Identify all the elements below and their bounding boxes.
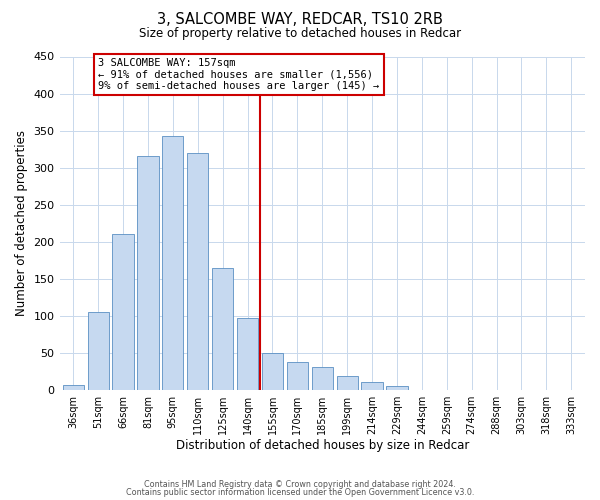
Text: Size of property relative to detached houses in Redcar: Size of property relative to detached ho… — [139, 28, 461, 40]
Bar — [386, 386, 407, 390]
Bar — [287, 362, 308, 390]
Bar — [88, 312, 109, 390]
Bar — [337, 376, 358, 390]
Bar — [187, 153, 208, 390]
Text: Contains HM Land Registry data © Crown copyright and database right 2024.: Contains HM Land Registry data © Crown c… — [144, 480, 456, 489]
Bar — [262, 352, 283, 390]
Bar — [361, 382, 383, 390]
X-axis label: Distribution of detached houses by size in Redcar: Distribution of detached houses by size … — [176, 440, 469, 452]
Bar — [311, 368, 333, 390]
Text: 3, SALCOMBE WAY, REDCAR, TS10 2RB: 3, SALCOMBE WAY, REDCAR, TS10 2RB — [157, 12, 443, 28]
Bar — [112, 234, 134, 390]
Bar — [237, 318, 258, 390]
Y-axis label: Number of detached properties: Number of detached properties — [15, 130, 28, 316]
Bar — [212, 268, 233, 390]
Text: 3 SALCOMBE WAY: 157sqm
← 91% of detached houses are smaller (1,556)
9% of semi-d: 3 SALCOMBE WAY: 157sqm ← 91% of detached… — [98, 58, 379, 91]
Text: Contains public sector information licensed under the Open Government Licence v3: Contains public sector information licen… — [126, 488, 474, 497]
Bar — [162, 136, 184, 390]
Bar — [137, 156, 158, 390]
Bar — [62, 384, 84, 390]
